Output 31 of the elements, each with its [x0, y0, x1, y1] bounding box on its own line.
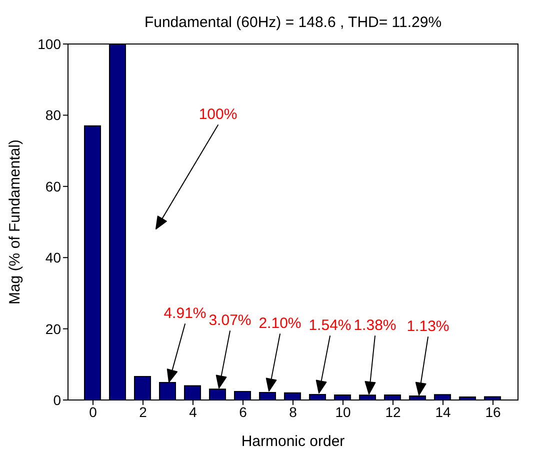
y-axis-title: Mag (% of Fundamental): [6, 139, 24, 305]
bar: [209, 388, 226, 400]
y-tick-label: 60: [45, 178, 62, 194]
x-tick-label: 14: [435, 404, 451, 420]
annotation: 1.54%: [308, 317, 352, 334]
x-tick-label: 12: [385, 404, 401, 420]
bar: [159, 382, 176, 400]
x-tick-label: 2: [139, 404, 148, 420]
bar: [109, 44, 126, 400]
x-axis-title: Harmonic order: [241, 433, 345, 450]
x-tick-label: 10: [335, 404, 351, 420]
bar: [309, 394, 326, 400]
x-tick-label: 16: [485, 404, 501, 420]
y-tick-label: 20: [45, 320, 62, 337]
y-tick-label: 40: [45, 250, 62, 266]
annotation: 100%: [198, 106, 238, 123]
annotation: 2.10%: [258, 315, 302, 332]
chart-title: Fundamental (60Hz) = 148.6 , THD= 11.29%: [143, 14, 443, 31]
annotation: 1.13%: [406, 318, 450, 335]
x-tick-label: 4: [189, 404, 198, 420]
annotation: 4.91%: [164, 305, 206, 322]
y-tick-label: 80: [45, 107, 62, 124]
x-tick-label: 0: [89, 404, 98, 420]
bar: [259, 392, 276, 400]
annotation: 3.07%: [208, 312, 252, 329]
y-tick-label: 100: [38, 36, 62, 52]
bar: [359, 394, 376, 400]
x-tick-label: 6: [239, 404, 248, 420]
y-tick-label: 0: [53, 392, 62, 408]
x-tick-label: 8: [289, 404, 298, 420]
annotation: 1.38%: [354, 317, 396, 334]
